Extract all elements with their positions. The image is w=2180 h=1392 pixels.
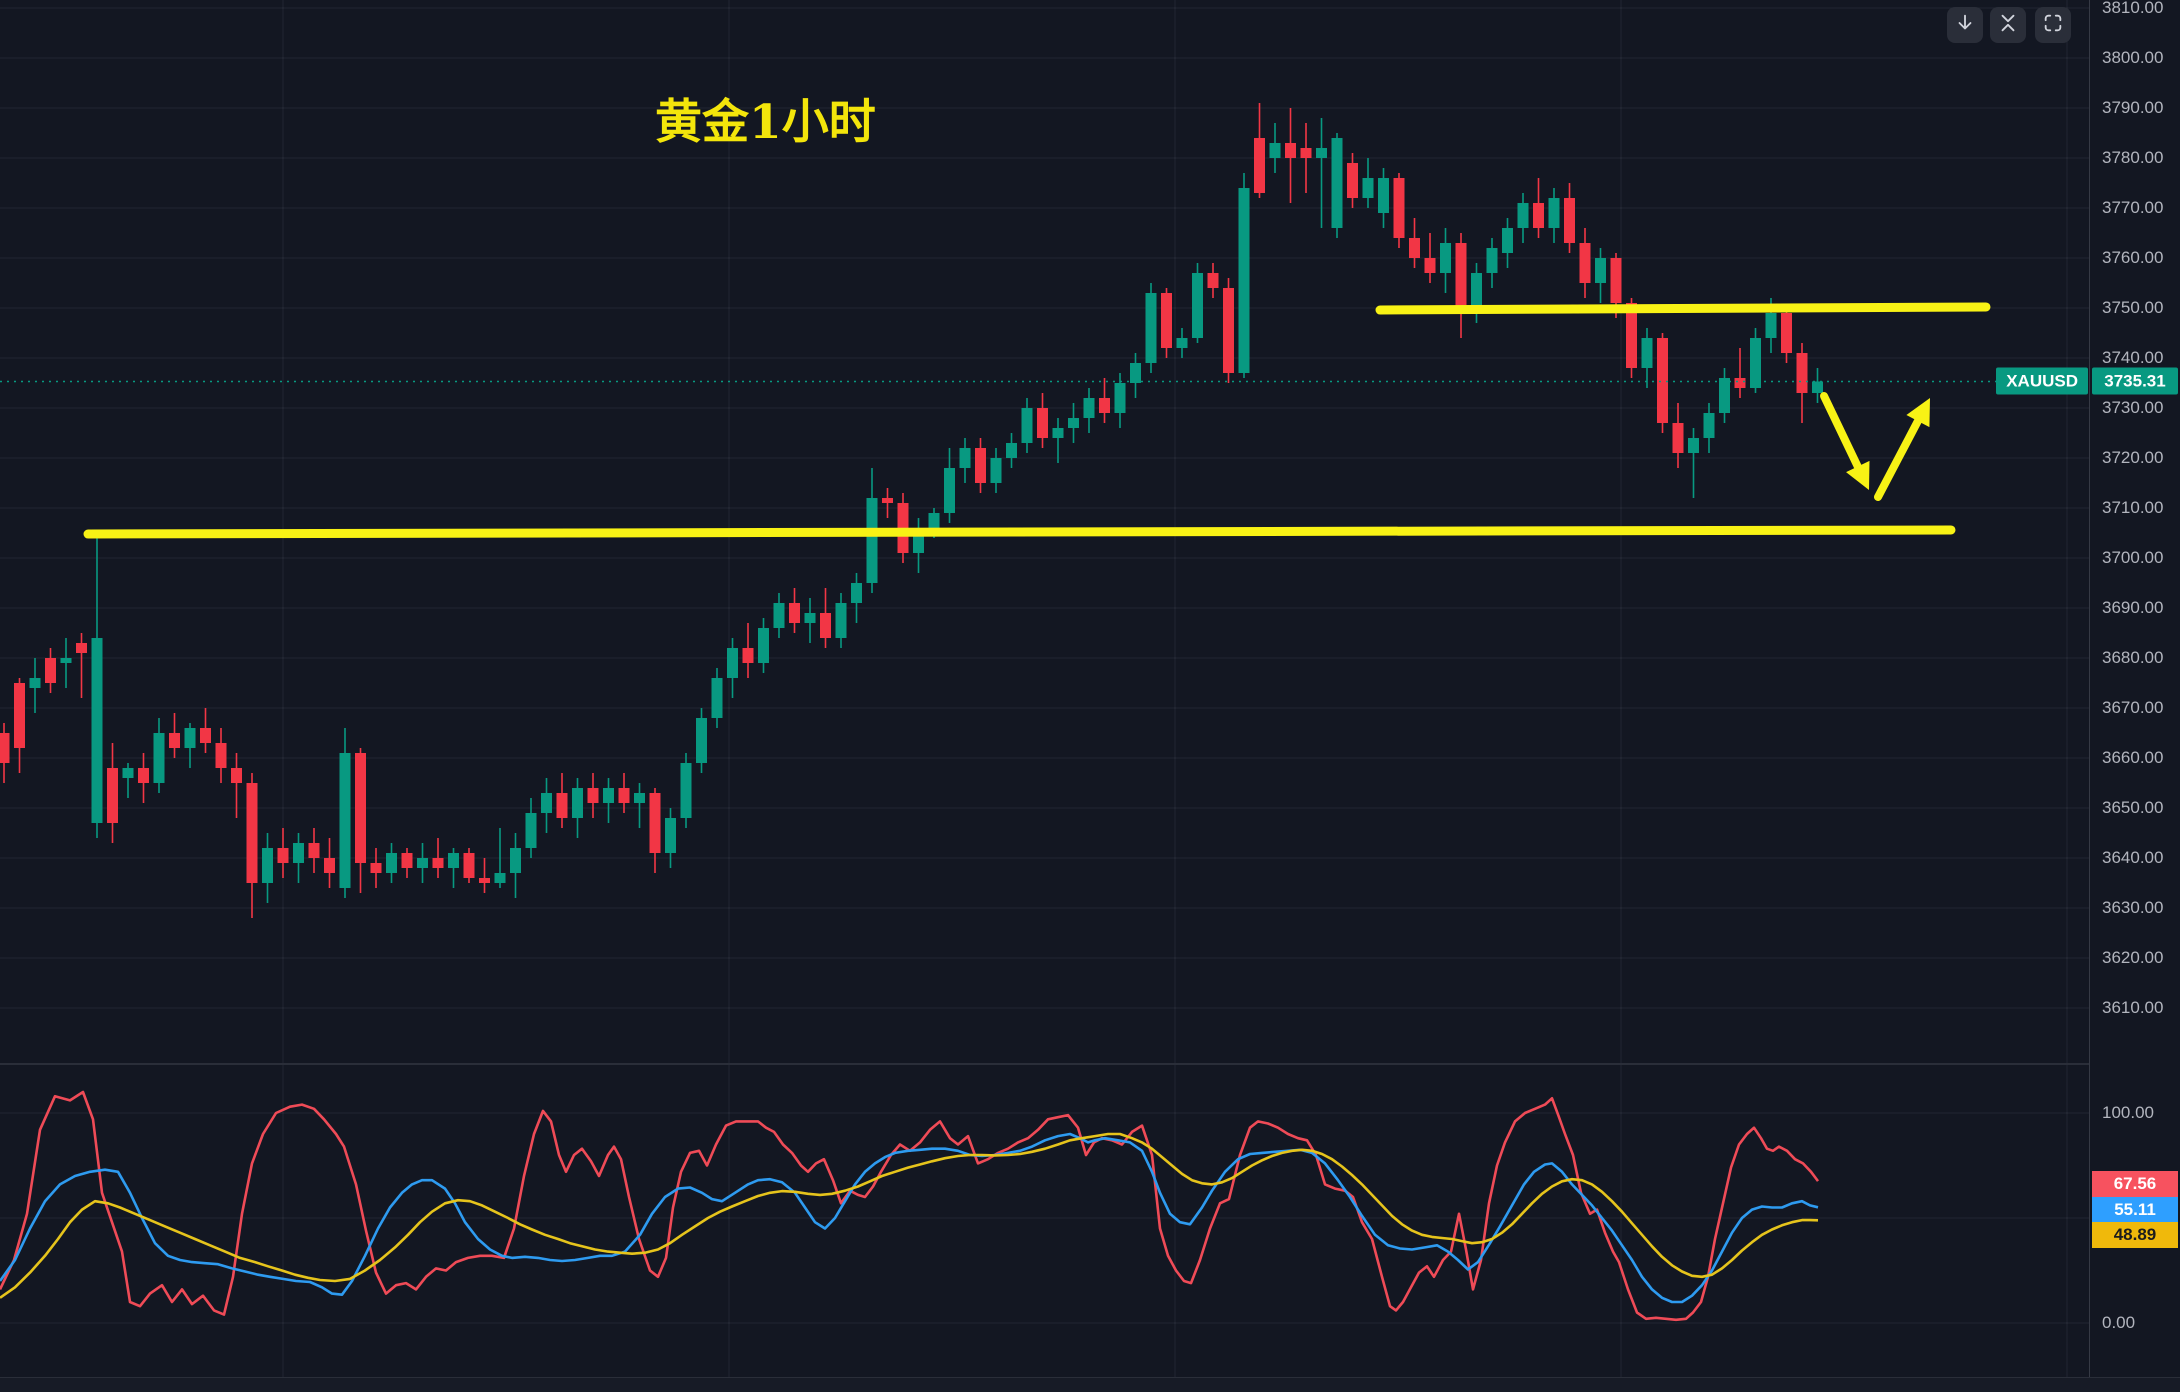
price-axis-label: 3690.00 bbox=[2102, 598, 2164, 617]
price-axis-label: 3630.00 bbox=[2102, 898, 2164, 917]
kdj-lines bbox=[0, 1090, 1820, 1322]
kdj-line-D[interactable] bbox=[0, 1132, 1819, 1299]
price-axis-label: 3800.00 bbox=[2102, 48, 2164, 67]
price-axis-label: 3660.00 bbox=[2102, 748, 2164, 767]
support-trendline[interactable] bbox=[83, 525, 1956, 539]
chart-title-annotation[interactable]: 黄金1小时 bbox=[655, 95, 876, 150]
kdj-line-K[interactable] bbox=[0, 1132, 1819, 1304]
price-axis-label: 3640.00 bbox=[2102, 848, 2164, 867]
price-axis-label: 3610.00 bbox=[2102, 998, 2164, 1017]
price-axis-label: 3810.00 bbox=[2102, 0, 2164, 17]
arrow-drawing-1[interactable] bbox=[1820, 392, 1870, 490]
price-axis-label: 3780.00 bbox=[2102, 148, 2164, 167]
collapse-button[interactable] bbox=[1990, 7, 2026, 43]
price-axis-label: 3670.00 bbox=[2102, 698, 2164, 717]
price-axis-label: 3740.00 bbox=[2102, 348, 2164, 367]
price-axis-label: 3620.00 bbox=[2102, 948, 2164, 967]
price-axis-label: 3710.00 bbox=[2102, 498, 2164, 517]
last-price-badge: 3735.31 bbox=[2092, 367, 2178, 395]
drawing-annotations[interactable] bbox=[83, 302, 1991, 539]
collapse-icon bbox=[1997, 12, 2019, 39]
price-axis-label: 3770.00 bbox=[2102, 198, 2164, 217]
fullscreen-button[interactable] bbox=[2035, 7, 2071, 43]
gridlines bbox=[0, 0, 2090, 1378]
kdj-value-badge-D: 48.89 bbox=[2092, 1222, 2178, 1248]
kdj-value-badge-J: 67.56 bbox=[2092, 1171, 2178, 1197]
fullscreen-icon bbox=[2042, 12, 2064, 39]
price-axis[interactable]: 3610.00 3620.00 3630.00 3640.00 3650.00 3660.… bbox=[2089, 0, 2180, 1378]
symbol-price-label: XAUUSD bbox=[1996, 367, 2088, 395]
price-axis-label: 3750.00 bbox=[2102, 298, 2164, 317]
kdj-line-J[interactable] bbox=[0, 1090, 1820, 1322]
arrow-down-icon bbox=[1954, 12, 1976, 39]
kdj-value-badge-K: 55.11 bbox=[2092, 1197, 2178, 1223]
download-button[interactable] bbox=[1947, 7, 1983, 43]
kdj-axis-label: 0.00 bbox=[2102, 1313, 2136, 1332]
price-axis-label: 3650.00 bbox=[2102, 798, 2164, 817]
price-axis-label: 3720.00 bbox=[2102, 448, 2164, 467]
price-axis-label: 3700.00 bbox=[2102, 548, 2164, 567]
kdj-axis-label: 100.00 bbox=[2102, 1103, 2154, 1122]
price-axis-label: 3730.00 bbox=[2102, 398, 2164, 417]
price-axis-label: 3680.00 bbox=[2102, 648, 2164, 667]
arrow-drawing-2[interactable] bbox=[1874, 398, 1930, 501]
price-axis-label: 3760.00 bbox=[2102, 248, 2164, 267]
time-axis[interactable] bbox=[0, 1377, 2180, 1392]
candlestick-series[interactable] bbox=[0, 103, 1823, 918]
resistance-trendline[interactable] bbox=[1375, 302, 1991, 315]
price-axis-label: 3790.00 bbox=[2102, 98, 2164, 117]
